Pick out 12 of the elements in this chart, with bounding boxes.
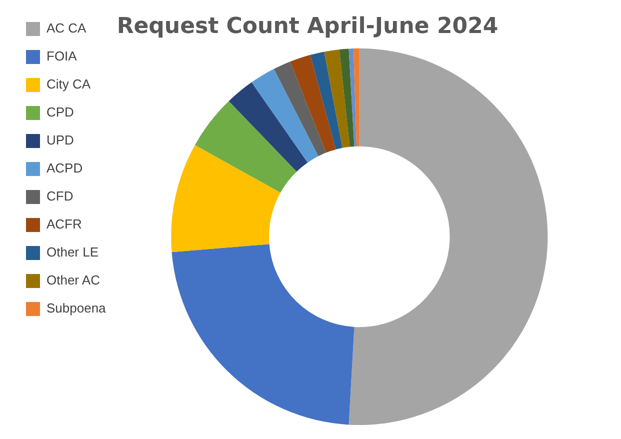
legend-label: FOIA xyxy=(46,48,78,64)
legend-label: Other AC xyxy=(46,272,100,288)
legend-label: Subpoena xyxy=(46,300,107,316)
legend-label: ACPD xyxy=(46,160,83,176)
chart-title: Request Count April-June 2024 xyxy=(116,14,498,39)
legend-label: CFD xyxy=(46,188,74,204)
legend-label: City CA xyxy=(46,76,91,92)
legend-label: UPD xyxy=(46,132,74,148)
legend-label: ACFR xyxy=(46,216,82,232)
legend-label: CPD xyxy=(46,104,74,120)
legend-label: AC CA xyxy=(46,20,87,36)
legend-label: Other LE xyxy=(46,244,99,260)
